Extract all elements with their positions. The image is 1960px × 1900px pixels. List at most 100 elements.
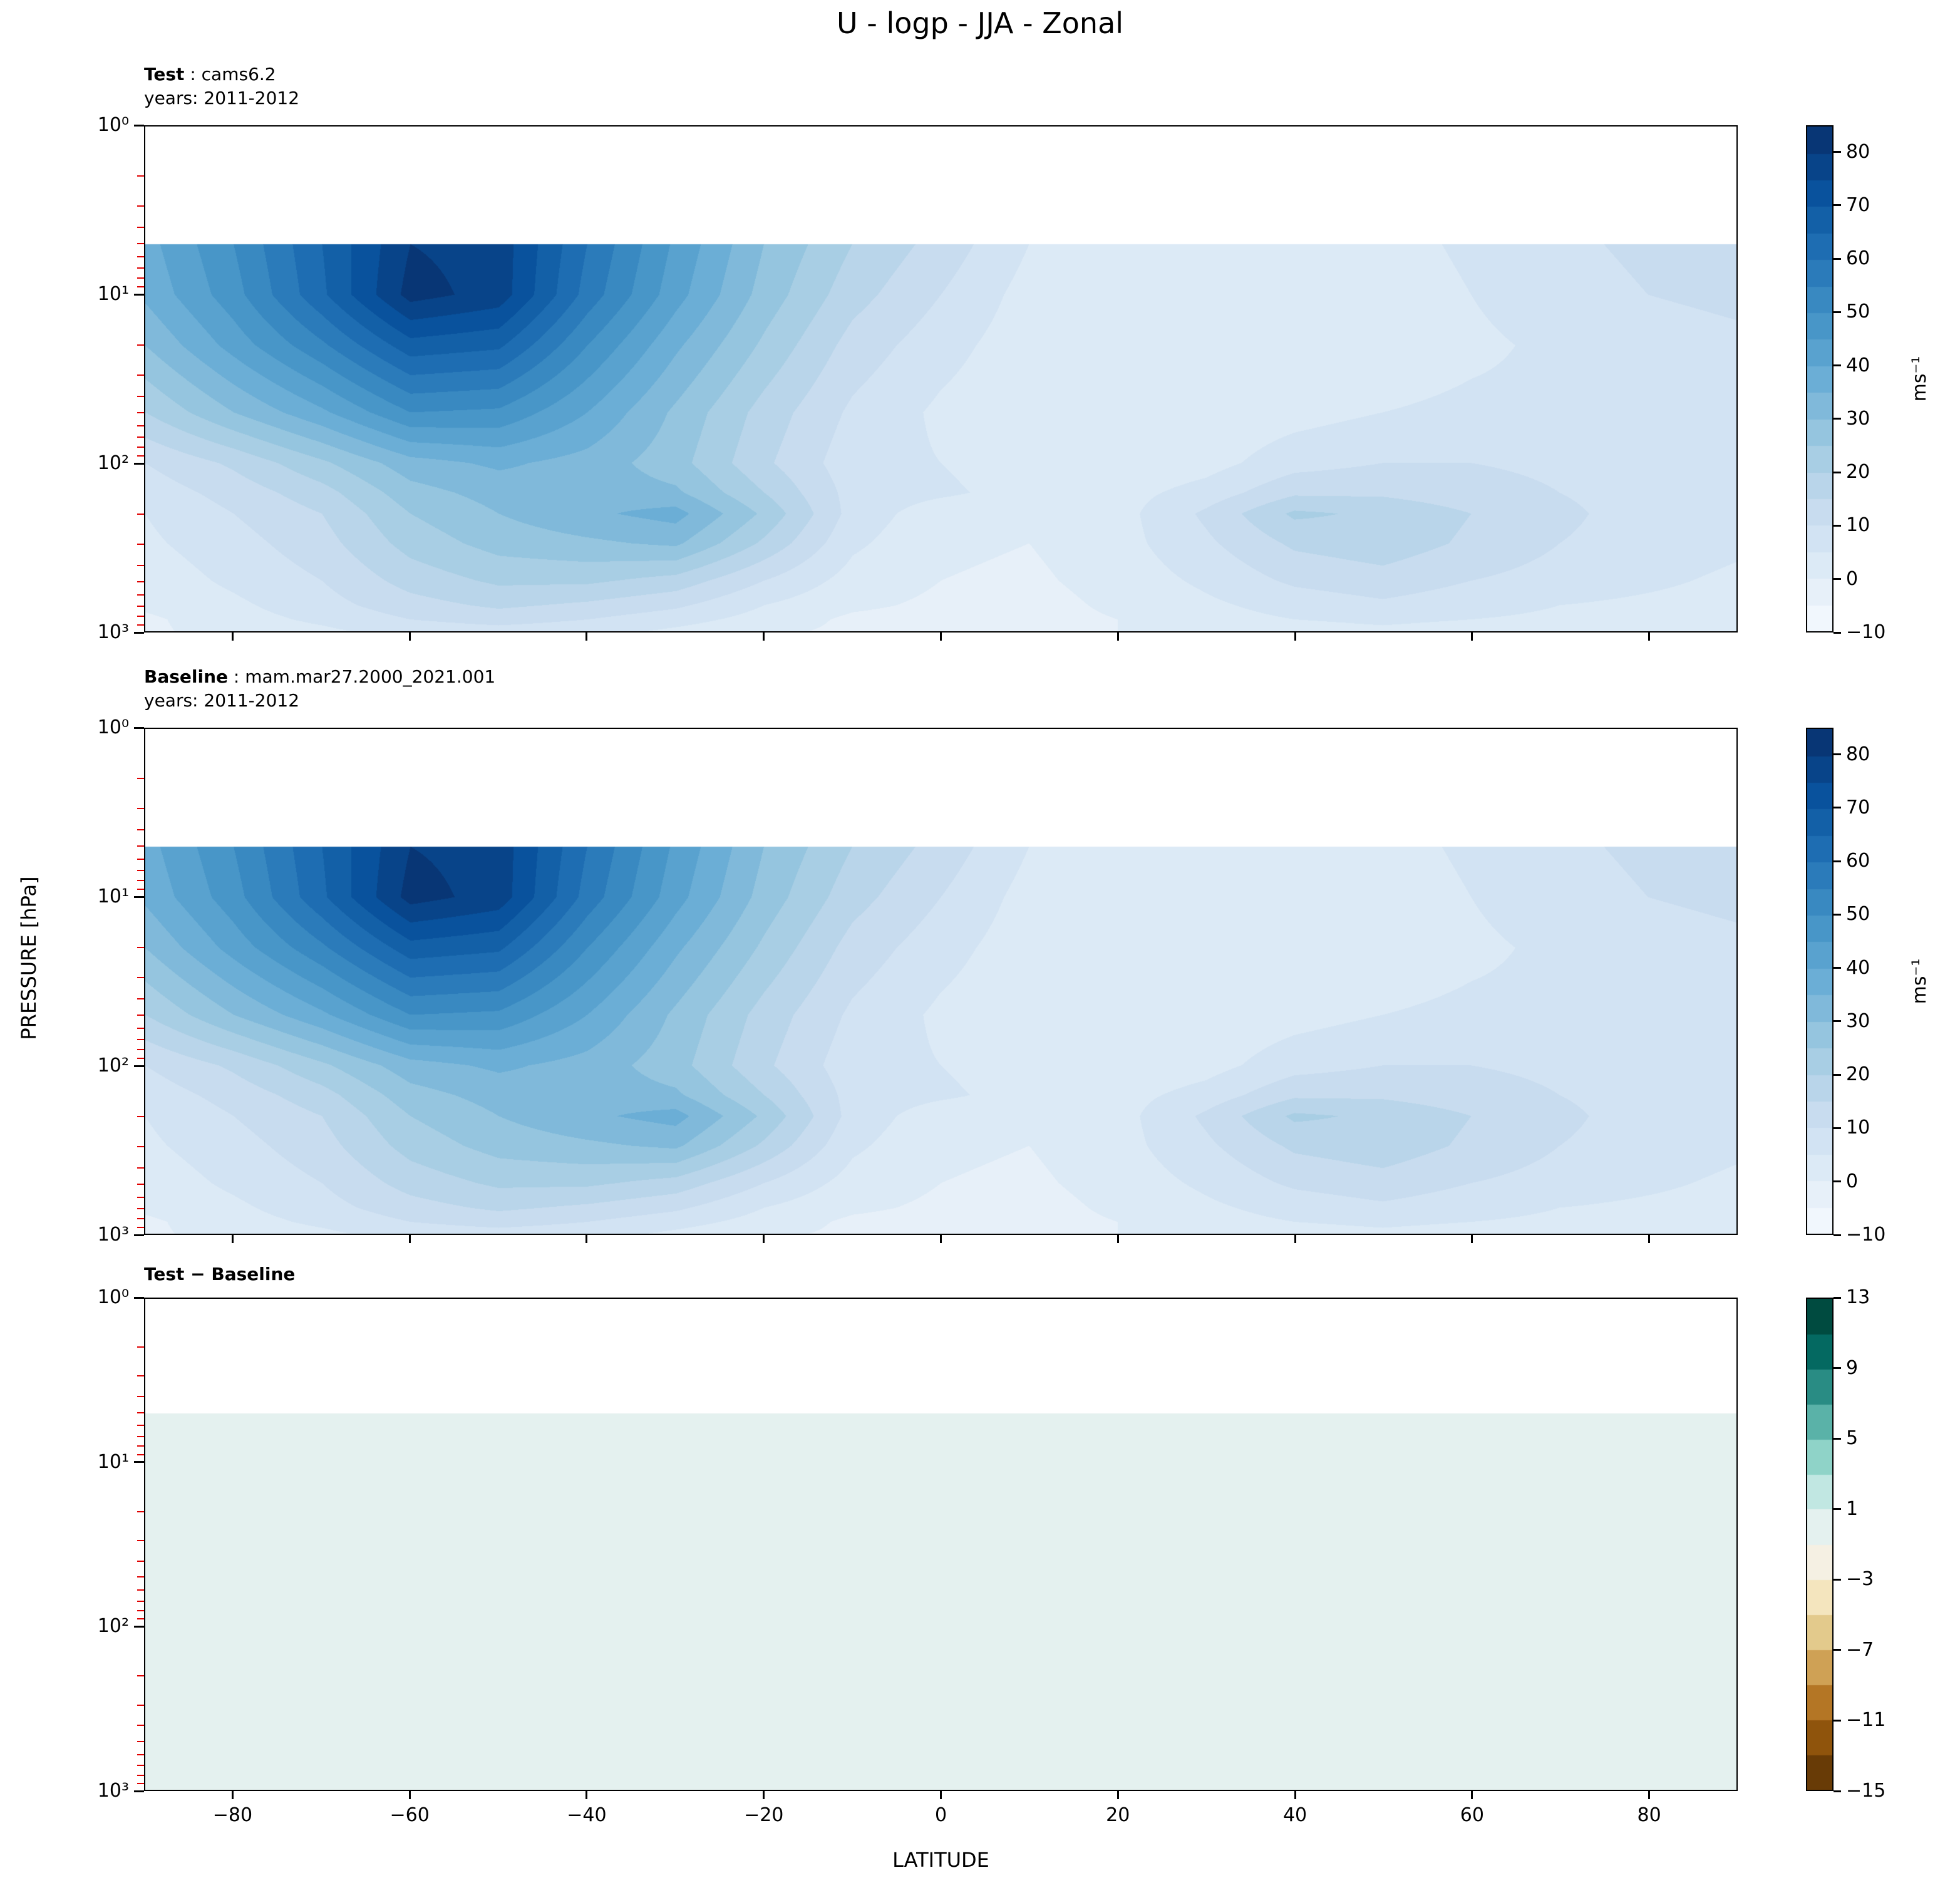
colorbar-tick-label: 20 <box>1846 461 1870 483</box>
y-minor-tick <box>137 1197 144 1199</box>
colorbar-tick-label: −7 <box>1846 1638 1874 1661</box>
colorbar-tick-label: 80 <box>1846 140 1870 163</box>
panel-annotation-diff: Test − Baseline <box>144 1262 295 1286</box>
y-minor-tick <box>137 395 144 397</box>
colorbar-tick-label: 60 <box>1846 850 1870 872</box>
y-minor-tick <box>137 1774 144 1776</box>
colorbar-tick <box>1834 1180 1841 1183</box>
colorbar-tick <box>1834 1073 1841 1076</box>
colorbar-tick <box>1834 860 1841 862</box>
y-major-tick <box>134 124 144 126</box>
x-tick <box>585 1791 588 1799</box>
colorbar-gradient-diff <box>1807 1299 1832 1790</box>
y-major-tick <box>134 1234 144 1236</box>
y-minor-tick <box>137 425 144 427</box>
colorbar-tick-label: −15 <box>1846 1780 1886 1802</box>
y-minor-tick <box>137 446 144 448</box>
colorbar-tick-label: 50 <box>1846 301 1870 323</box>
y-tick-label: 10³ <box>97 1780 129 1802</box>
colorbar-tick-label: 10 <box>1846 1117 1870 1139</box>
colorbar-tick <box>1834 1437 1841 1440</box>
x-tick <box>1648 632 1651 641</box>
y-minor-tick <box>137 1028 144 1030</box>
panel-label: Test − Baseline <box>144 1262 295 1286</box>
x-tick-label: −60 <box>389 1804 430 1826</box>
y-minor-tick <box>137 581 144 582</box>
contour-field-diff <box>145 1299 1736 1790</box>
y-minor-tick <box>137 976 144 978</box>
figure-title: U - logp - JJA - Zonal <box>836 6 1124 40</box>
x-tick <box>940 1235 942 1243</box>
y-minor-tick <box>137 1167 144 1169</box>
y-minor-tick <box>137 1435 144 1437</box>
panel-label-rest: : cams6.2 <box>184 64 276 85</box>
x-tick <box>1294 1235 1296 1243</box>
y-minor-tick <box>137 1425 144 1427</box>
colorbar-test <box>1806 125 1834 632</box>
y-major-tick <box>134 293 144 296</box>
colorbar-tick <box>1834 807 1841 809</box>
colorbar-tick <box>1834 418 1841 420</box>
x-tick <box>1471 1791 1473 1799</box>
colorbar-tick <box>1834 524 1841 527</box>
x-tick <box>1117 1235 1119 1243</box>
panel-label-rest: : mam.mar27.2000_2021.001 <box>228 666 496 687</box>
y-major-tick <box>134 896 144 898</box>
x-tick-label: 60 <box>1460 1804 1484 1826</box>
y-minor-tick <box>137 1510 144 1512</box>
colorbar-baseline <box>1806 728 1834 1235</box>
colorbar-tick <box>1834 151 1841 153</box>
colorbar-tick-label: 1 <box>1846 1497 1859 1520</box>
x-tick <box>408 632 411 641</box>
colorbar-tick-label: 70 <box>1846 796 1870 818</box>
y-tick-label: 10⁰ <box>97 114 129 136</box>
colorbar-tick <box>1834 364 1841 367</box>
y-minor-tick <box>137 1740 144 1742</box>
x-tick <box>1471 1235 1473 1243</box>
y-minor-tick <box>137 778 144 780</box>
y-minor-tick <box>137 1782 144 1784</box>
y-minor-tick <box>137 859 144 860</box>
x-tick <box>940 1791 942 1799</box>
x-tick <box>408 1235 411 1243</box>
colorbar-tick-label: 0 <box>1846 1170 1859 1192</box>
y-minor-tick <box>137 807 144 809</box>
y-minor-tick <box>137 1208 144 1210</box>
x-tick <box>1294 632 1296 641</box>
x-tick <box>1294 1791 1296 1799</box>
x-tick-label: 0 <box>934 1804 947 1826</box>
y-minor-tick <box>137 1048 144 1050</box>
colorbar-tick-label: 70 <box>1846 194 1870 216</box>
y-minor-tick <box>137 205 144 207</box>
colorbar-gradient-baseline <box>1807 729 1832 1234</box>
colorbar-tick <box>1834 1296 1841 1299</box>
y-minor-tick <box>137 594 144 596</box>
y-minor-tick <box>137 1675 144 1677</box>
x-tick <box>763 632 765 641</box>
x-tick <box>408 1791 411 1799</box>
y-minor-tick <box>137 277 144 279</box>
colorbar-tick <box>1834 967 1841 969</box>
colorbar-gradient-test <box>1807 126 1832 631</box>
colorbar-tick <box>1834 204 1841 207</box>
colorbar-tick-label: −10 <box>1846 621 1886 643</box>
panel-label: Baseline : mam.mar27.2000_2021.001 <box>144 665 495 689</box>
y-minor-tick <box>137 1609 144 1611</box>
colorbar-tick <box>1834 1578 1841 1581</box>
colorbar-unit-baseline: ms⁻¹ <box>1909 958 1931 1004</box>
x-tick <box>1117 632 1119 641</box>
x-tick <box>231 1235 234 1243</box>
y-minor-tick <box>137 1396 144 1398</box>
x-tick <box>1648 1791 1651 1799</box>
colorbar-tick <box>1834 1127 1841 1129</box>
colorbar-tick-label: 20 <box>1846 1063 1870 1086</box>
y-minor-tick <box>137 1375 144 1377</box>
y-minor-tick <box>137 1145 144 1147</box>
y-minor-tick <box>137 870 144 872</box>
colorbar-tick-label: −11 <box>1846 1709 1886 1732</box>
colorbar-tick <box>1834 257 1841 260</box>
colorbar-tick <box>1834 1649 1841 1651</box>
y-tick-label: 10⁰ <box>97 1286 129 1308</box>
y-minor-tick <box>137 1600 144 1602</box>
